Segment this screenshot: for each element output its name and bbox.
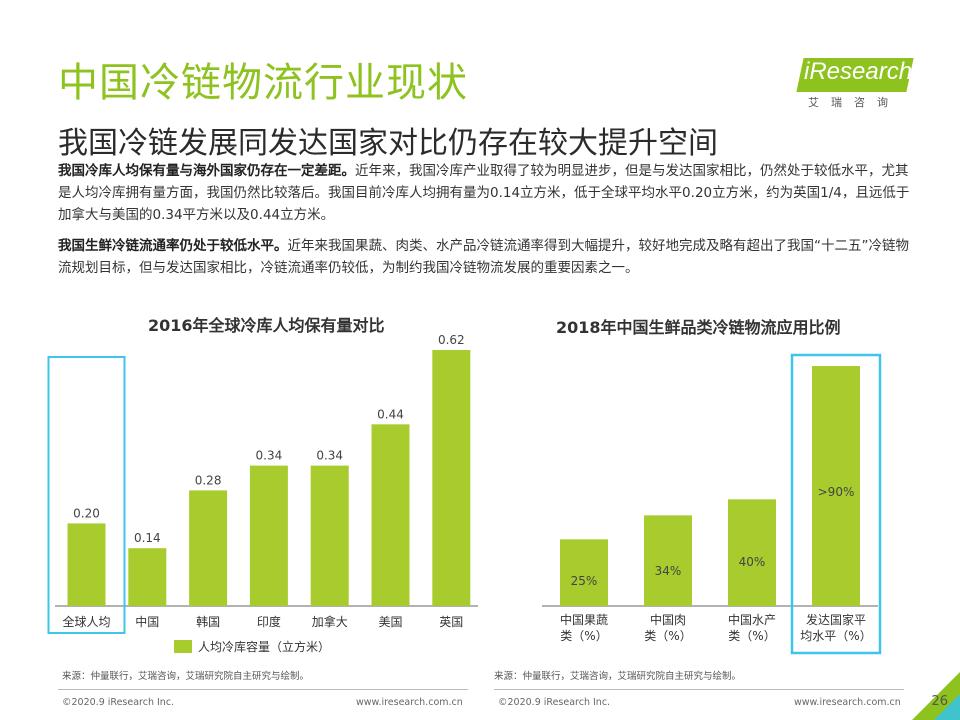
chart-1-category-label: 美国 <box>378 615 402 629</box>
chart-1-data-label: 0.28 <box>195 473 222 487</box>
logo-text: iResearch <box>804 58 913 85</box>
chart-2-category-label: 类（%） <box>560 629 607 643</box>
logo-subtext: 艾瑞咨询 <box>808 96 900 109</box>
chart-2-data-label: 34% <box>655 564 682 578</box>
iresearch-logo: iResearch 艾瑞咨询 <box>796 46 918 109</box>
chart-2-category-label: 均水平（%） <box>800 629 871 643</box>
chart-2-highlight-box <box>790 353 882 655</box>
chart-1-data-label: 0.44 <box>377 407 404 421</box>
chart-2-category-label: 发达国家平 <box>806 612 866 627</box>
chart-1-data-label: 0.34 <box>256 449 283 463</box>
chart-2-bar <box>728 499 776 606</box>
chart-1-legend-swatch <box>174 640 192 653</box>
chart-1-category-label: 中国 <box>135 614 159 629</box>
chart-2-category-label: 类（%） <box>728 629 775 643</box>
source-right: 来源：仲量联行，艾瑞咨询，艾瑞研究院自主研究与绘制。 <box>494 671 742 682</box>
source-left: 来源：仲量联行，艾瑞咨询，艾瑞研究院自主研究与绘制。 <box>62 671 310 682</box>
chart-1-category-label: 英国 <box>439 615 463 629</box>
chart-2-bar <box>812 366 860 606</box>
paragraph-2: 我国生鲜冷链流通率仍处于较低水平。近年来我国果蔬、肉类、水产品冷链流通率得到大幅… <box>58 235 918 279</box>
chart-1-data-label: 0.20 <box>73 506 100 520</box>
paragraph-1-lead: 我国冷库人均保有量与海外国家仍存在一定差距。 <box>58 163 355 179</box>
footer-divider-right <box>494 689 904 690</box>
chart-2-category-label: 中国水产 <box>728 612 776 627</box>
paragraph-2-lead: 我国生鲜冷链流通率仍处于较低水平。 <box>58 238 288 254</box>
footer-url-right: www.iresearch.com.cn <box>794 697 901 708</box>
chart-2-category-label: 中国果蔬 <box>560 612 608 627</box>
chart-1-bar <box>189 490 228 606</box>
chart-2-bar <box>644 515 692 606</box>
footer-copyright-right: ©2020.9 iResearch Inc. <box>498 697 611 708</box>
chart-1-category-label: 加拿大 <box>312 614 348 629</box>
footer-url-left: www.iresearch.com.cn <box>356 697 463 708</box>
corner-decoration-accent <box>934 694 960 720</box>
chart-2-title: 2018年中国生鲜品类冷链物流应用比例 <box>556 318 841 337</box>
chart-1-bar <box>432 350 471 606</box>
chart-1-bar <box>310 465 349 606</box>
page-title: 中国冷链物流行业现状 <box>58 60 468 106</box>
chart-1-data-label: 0.62 <box>438 333 465 347</box>
chart-2-bar <box>560 539 608 606</box>
paragraph-1: 我国冷库人均保有量与海外国家仍存在一定差距。近年来，我国冷库产业取得了较为明显进… <box>58 160 918 226</box>
page-subtitle: 我国冷链发展同发达国家对比仍存在较大提升空间 <box>58 126 718 161</box>
chart-1-category-label: 全球人均 <box>62 614 110 629</box>
chart-1-bar <box>128 548 167 606</box>
chart-1-data-label: 0.34 <box>316 449 343 463</box>
chart-1-highlight-box <box>47 356 126 634</box>
chart-1-category-label: 印度 <box>257 614 281 629</box>
footer-divider-left <box>58 689 468 690</box>
chart-2-data-label: 25% <box>571 574 598 588</box>
chart-1-data-label: 0.14 <box>134 531 161 545</box>
chart-1-bar <box>371 424 410 606</box>
chart-2-data-label: >90% <box>818 485 855 499</box>
footer-copyright-left: ©2020.9 iResearch Inc. <box>62 697 175 708</box>
chart-1-bar <box>67 523 106 606</box>
chart-2-category-label: 类（%） <box>644 629 691 643</box>
page-number: 26 <box>931 694 948 709</box>
chart-2-data-label: 40% <box>739 555 766 569</box>
chart-2-category-label: 中国肉 <box>650 612 686 627</box>
chart-1-category-label: 韩国 <box>196 614 220 629</box>
chart-1-bar <box>249 465 288 606</box>
chart-1-title: 2016年全球冷库人均保有量对比 <box>148 316 385 335</box>
paragraph-2-text: 近年来我国果蔬、肉类、水产品冷链流通率得到大幅提升，较好地完成及略有超出了我国“… <box>58 238 909 276</box>
chart-1-legend-label: 人均冷库容量（立方米） <box>198 639 330 654</box>
paragraph-1-text: 近年来，我国冷库产业取得了较为明显进步，但是与发达国家相比，仍然处于较低水平，尤… <box>58 163 910 223</box>
